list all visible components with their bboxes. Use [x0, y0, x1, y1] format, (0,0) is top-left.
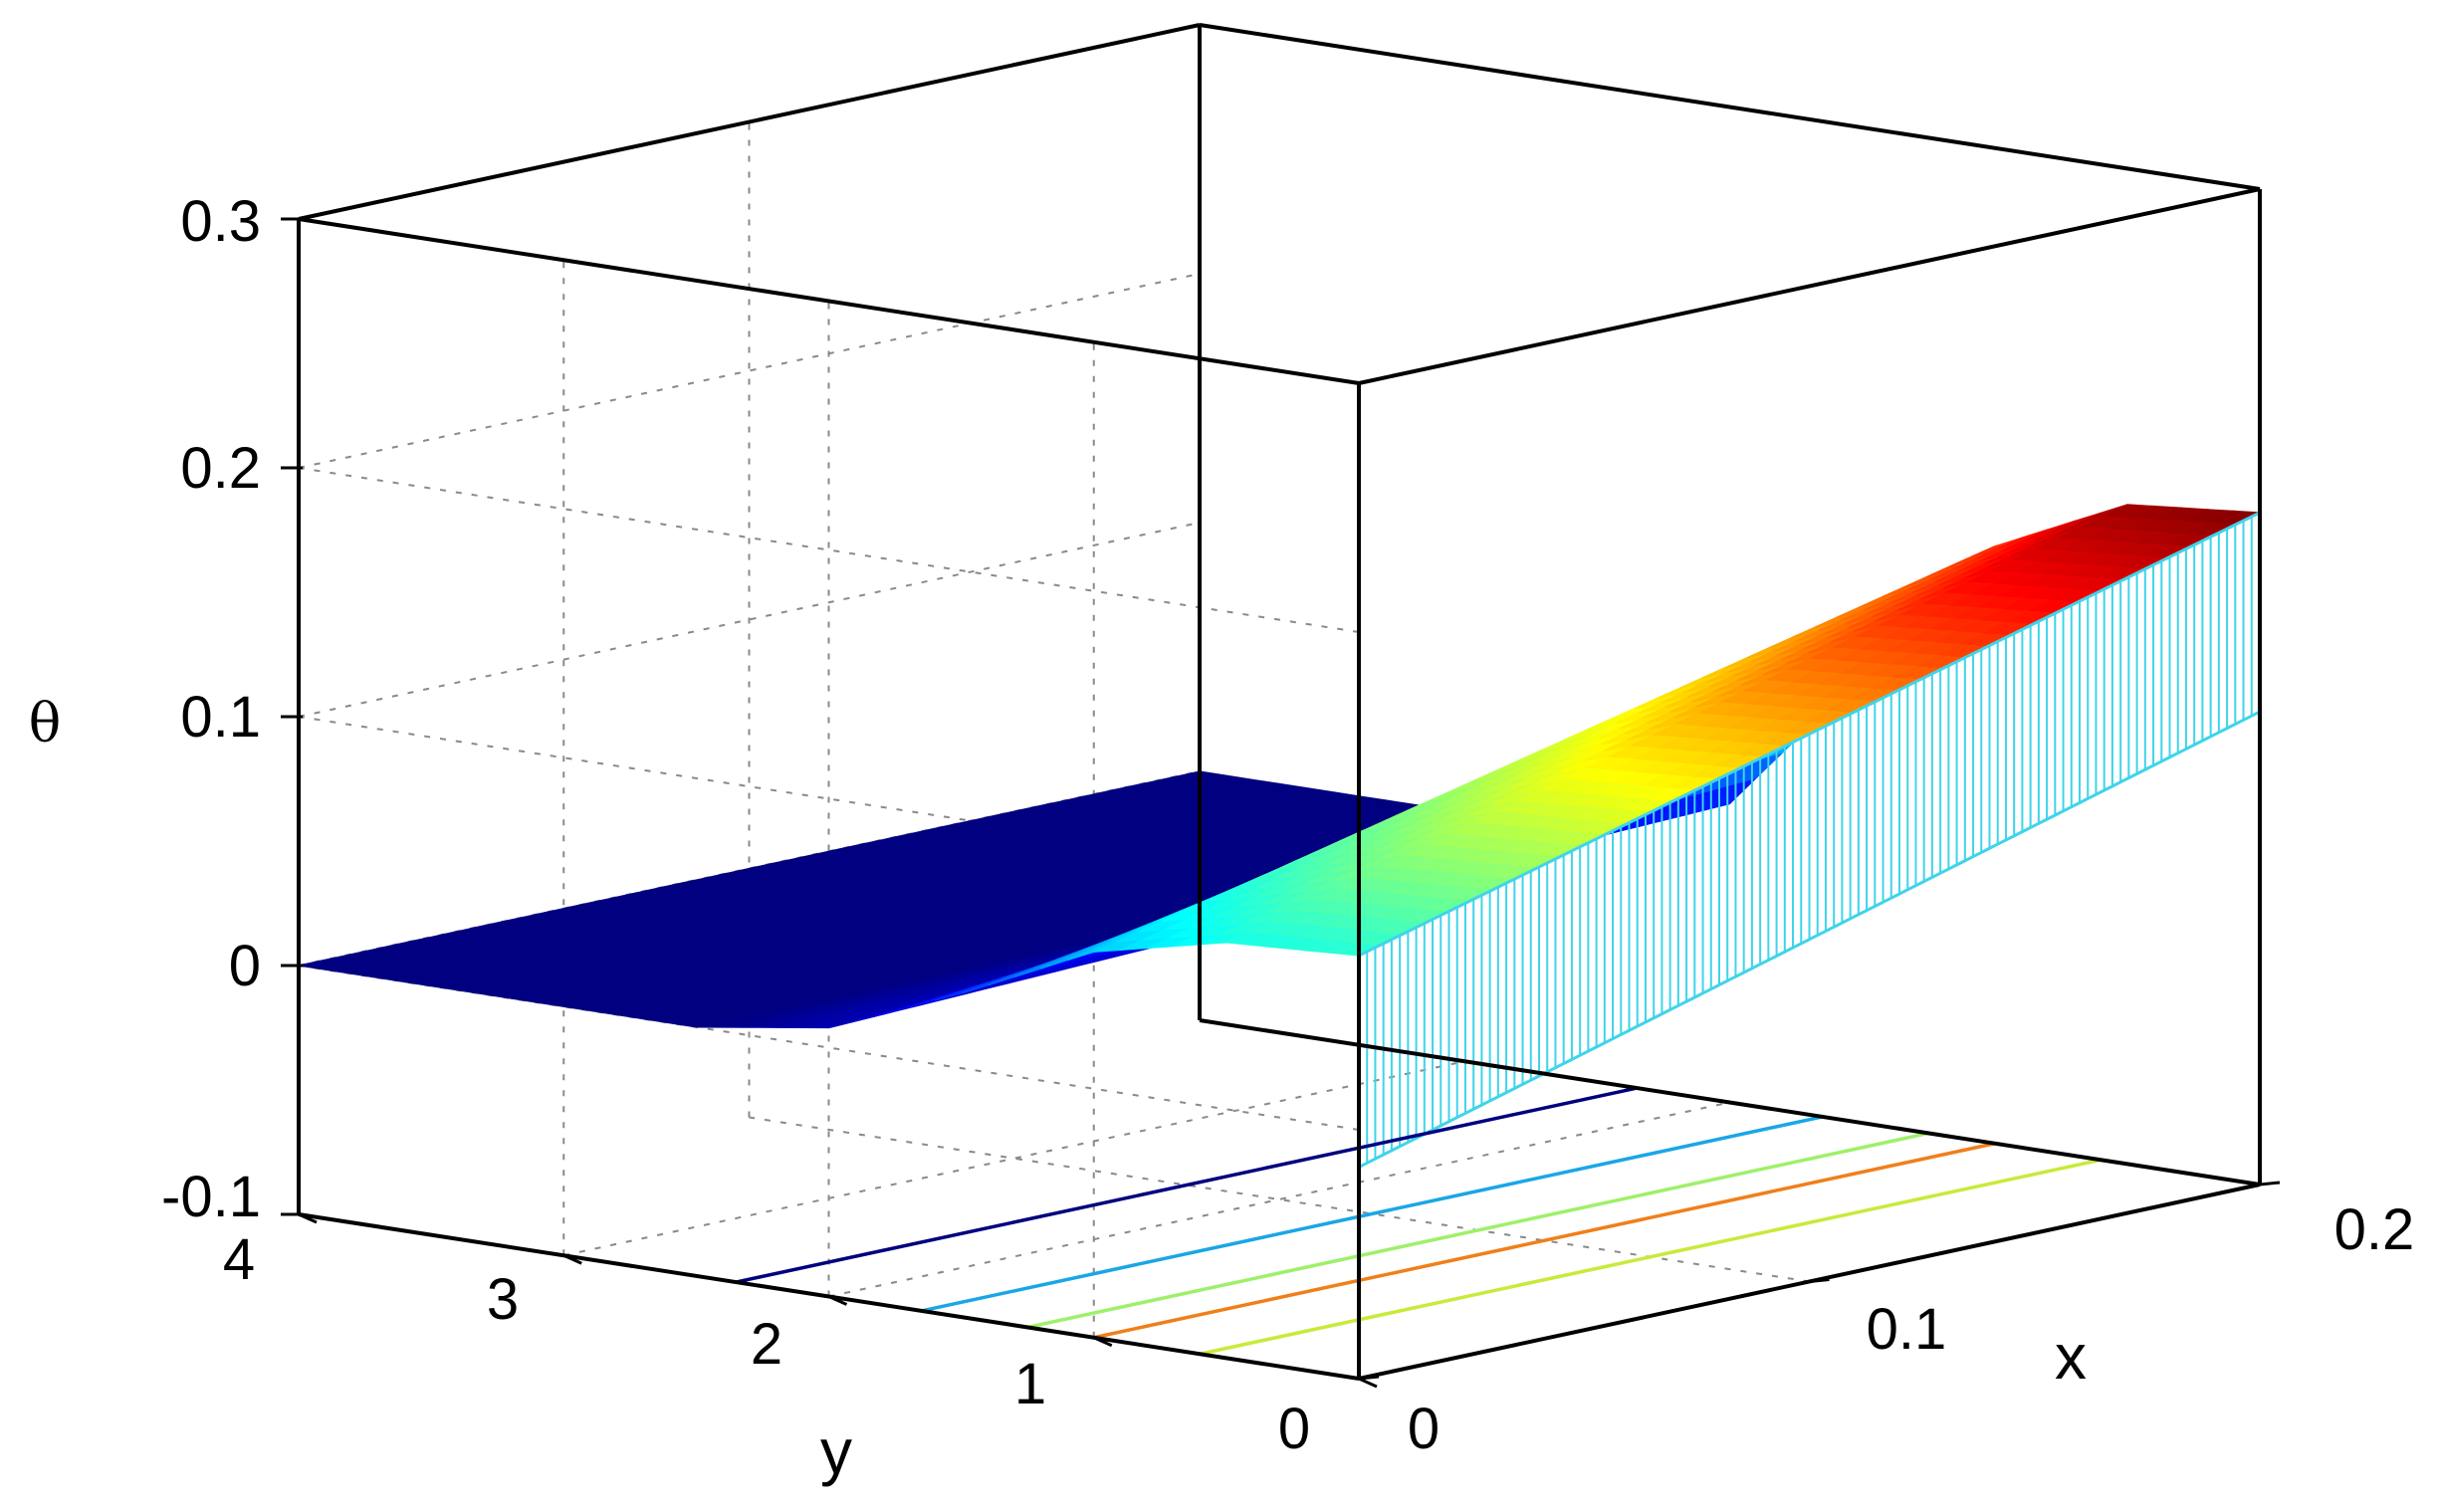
y-tick-mark: [1093, 1336, 1113, 1348]
y-tick-mark: [298, 1212, 318, 1224]
z-tick-label: -0.1: [161, 1165, 261, 1229]
y-tick-label: 2: [751, 1312, 782, 1377]
grid-line: [563, 1060, 1465, 1257]
y-tick-label: 1: [1014, 1352, 1046, 1416]
z-tick-label: 0.2: [180, 436, 261, 501]
x-tick-label: 0.1: [1867, 1297, 1947, 1362]
y-tick-label: 4: [223, 1227, 255, 1292]
z-axis-label: θ: [29, 692, 62, 755]
contour-line: [1199, 1158, 2102, 1356]
grid-line: [298, 467, 1360, 633]
grid-line: [828, 1101, 1730, 1298]
x-tick-mark: [2259, 1181, 2281, 1187]
y-tick-mark: [1358, 1377, 1378, 1389]
x-tick-mark: [1358, 1375, 1380, 1381]
box-edge: [1358, 187, 2261, 385]
surface-mesh: [298, 504, 2263, 1169]
box-edge: [1199, 1018, 2261, 1187]
x-axis-label: x: [2055, 1321, 2087, 1393]
axes-box: [297, 23, 2262, 1381]
y-tick-mark: [562, 1253, 582, 1265]
x-tick-label: 0.2: [2334, 1197, 2415, 1262]
y-axis-label: y: [820, 1415, 852, 1487]
box-edge: [1199, 23, 2261, 191]
y-tick-label: 0: [1278, 1397, 1310, 1461]
contour-line: [921, 1115, 1824, 1313]
z-tick-label: 0.3: [180, 189, 261, 254]
grid-line: [298, 273, 1201, 469]
contour-line: [1026, 1131, 1929, 1330]
front-wall-bottom-edge: [1358, 710, 2261, 1169]
box-edge: [298, 23, 1201, 221]
z-tick-label: 0: [229, 934, 261, 998]
contour-line: [735, 1086, 1638, 1284]
tick-marks: [281, 217, 2281, 1389]
contour-lines: [735, 1086, 2102, 1356]
y-tick-label: 3: [487, 1267, 519, 1332]
z-tick-label: 0.1: [180, 685, 261, 750]
grid-line: [298, 522, 1201, 718]
front-wall-top-edge: [1358, 511, 2261, 958]
x-tick-mark: [1809, 1278, 1830, 1283]
grid-line: [749, 1116, 1810, 1283]
x-tick-label: 0: [1408, 1397, 1440, 1461]
contour-line: [1093, 1142, 1996, 1340]
y-tick-mark: [827, 1295, 848, 1306]
box-edge: [298, 217, 1360, 385]
